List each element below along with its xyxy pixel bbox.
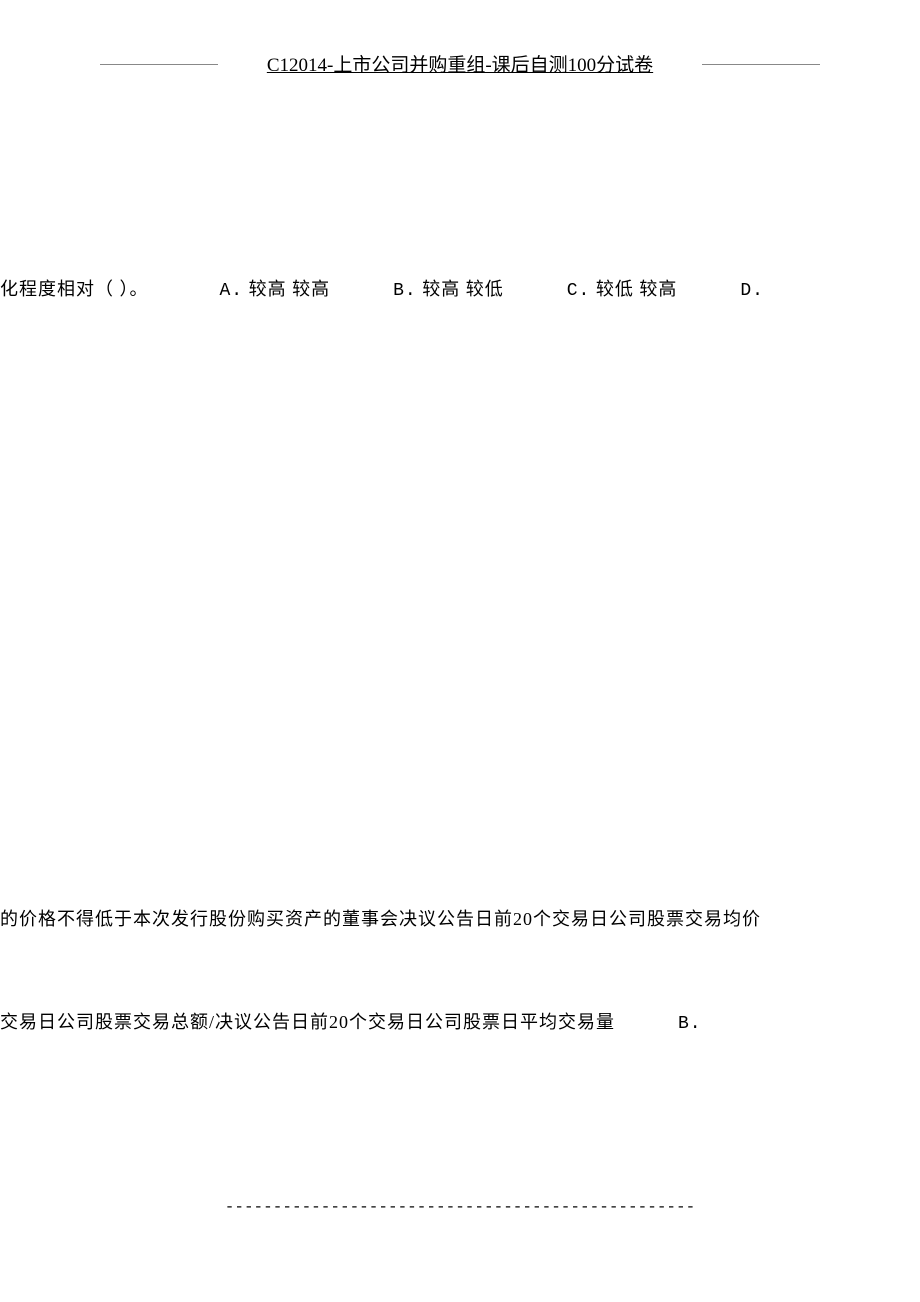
option-c-text: 较低 较高 [596,279,678,299]
option-d-letter: D. [740,281,764,301]
option-c-letter: C. [567,281,591,301]
question-2-option-b-letter: B. [678,1014,702,1034]
option-b-text: 较高 较低 [422,279,504,299]
document-header: C12014-上市公司并购重组-课后自测100分试卷 [0,50,920,77]
question-2-line-2: 交易日公司股票交易总额/决议公告日前20个交易日公司股票日平均交易量 B. [0,1008,920,1034]
option-a-letter: A. [220,281,244,301]
question-2-line-1-text: 的价格不得低于本次发行股份购买资产的董事会决议公告日前20个交易日公司股票交易均… [0,909,761,929]
question-1-row: 化程度相对（ ）。 A. 较高 较高 B. 较高 较低 C. 较低 较高 D. [0,275,920,301]
question-2-line-2-text: 交易日公司股票交易总额/决议公告日前20个交易日公司股票日平均交易量 [0,1012,615,1032]
option-a-text: 较高 较高 [249,279,331,299]
question-1-stem: 化程度相对（ ）。 [0,279,149,299]
option-b-letter: B. [393,281,417,301]
document-title: C12014-上市公司并购重组-课后自测100分试卷 [263,50,657,77]
footer-separator: ----------------------------------------… [0,1198,920,1216]
question-2-line-1: 的价格不得低于本次发行股份购买资产的董事会决议公告日前20个交易日公司股票交易均… [0,905,920,931]
